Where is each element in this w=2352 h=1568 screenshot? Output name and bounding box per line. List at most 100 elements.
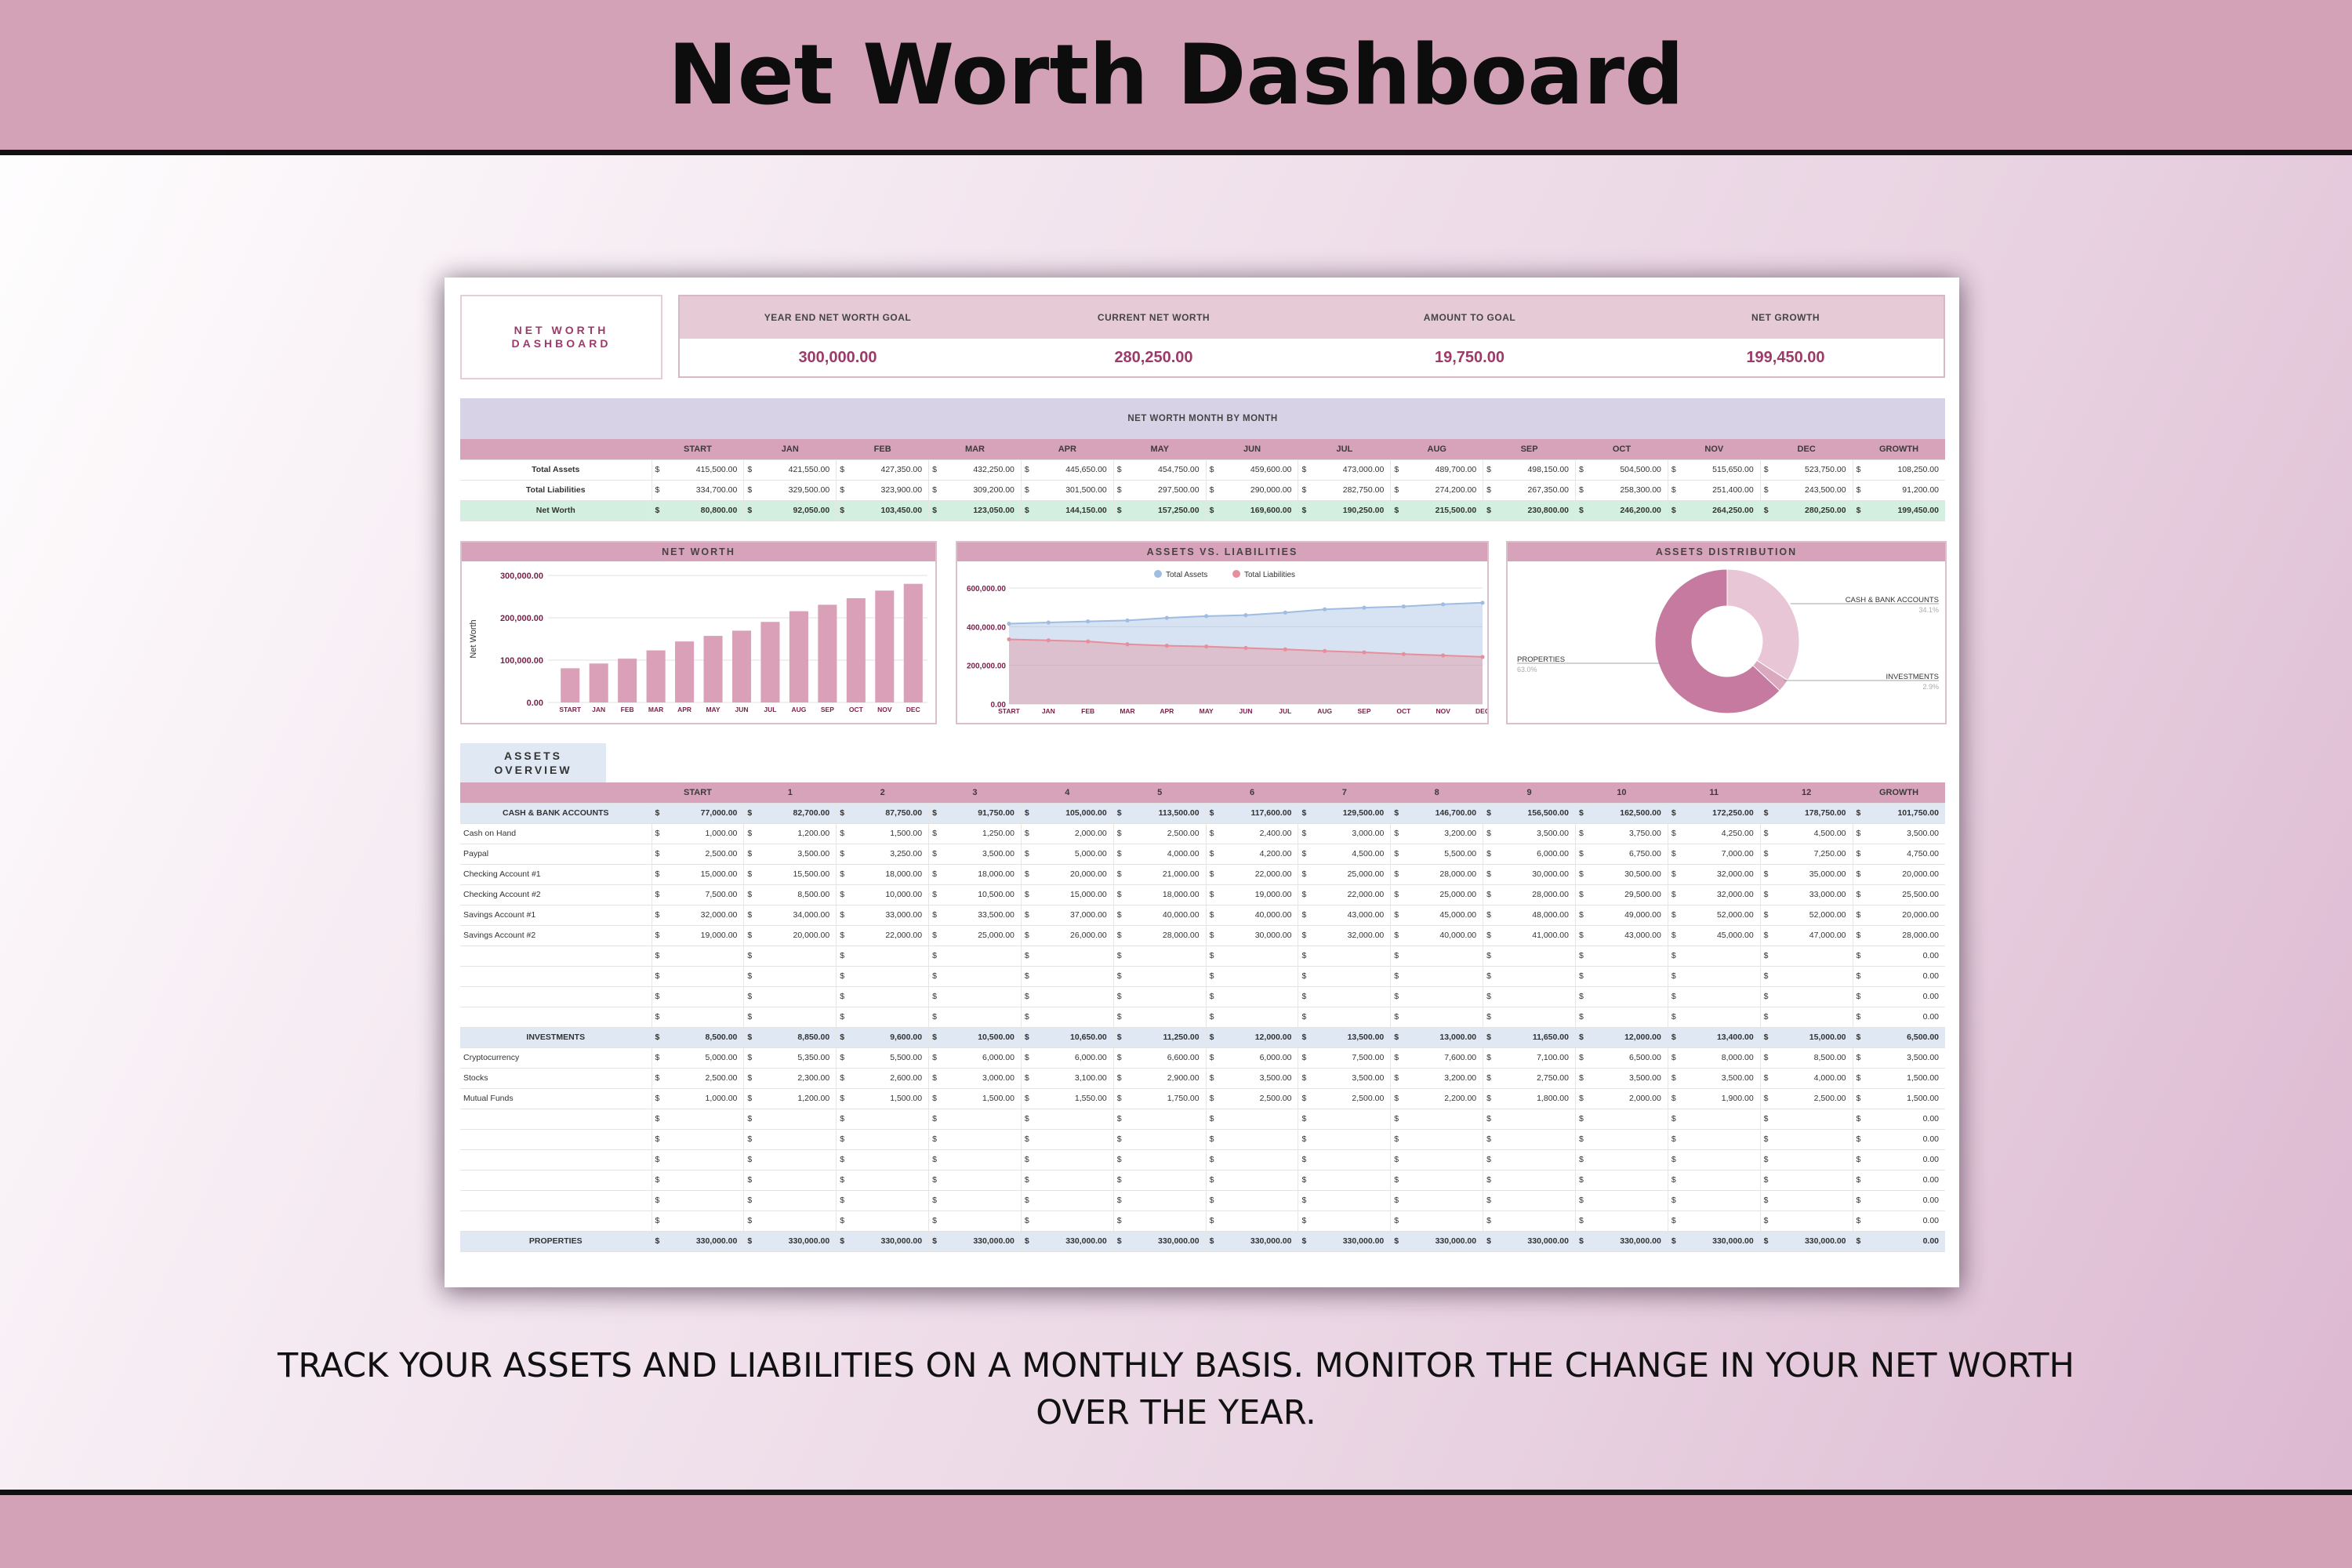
value-cell[interactable]: 0.00 [1867,1190,1945,1211]
value-cell[interactable] [1774,1190,1853,1211]
value-cell[interactable]: 309,200.00 [942,480,1022,501]
value-cell[interactable]: 1,500.00 [850,1088,929,1109]
value-cell[interactable] [942,1190,1022,1211]
value-cell[interactable]: 1,500.00 [942,1088,1022,1109]
value-cell[interactable]: 2,000.00 [1035,823,1114,844]
value-cell[interactable]: 4,200.00 [1220,844,1298,865]
value-cell[interactable]: 8,500.00 [757,884,837,906]
value-cell[interactable]: 1,500.00 [1867,1068,1945,1089]
value-cell[interactable]: 3,500.00 [757,844,837,865]
value-cell[interactable] [1127,1210,1207,1232]
value-cell[interactable] [1404,1170,1483,1191]
value-cell[interactable]: 15,000.00 [1035,884,1114,906]
value-cell[interactable] [850,986,929,1007]
value-cell[interactable]: 108,250.00 [1867,459,1945,481]
value-cell[interactable]: 41,000.00 [1497,925,1576,946]
value-cell[interactable]: 230,800.00 [1497,500,1576,521]
value-cell[interactable]: 22,000.00 [1220,864,1298,885]
value-cell[interactable] [1589,1190,1668,1211]
value-cell[interactable]: 4,250.00 [1682,823,1761,844]
value-cell[interactable] [1497,1129,1576,1150]
value-cell[interactable] [757,1129,837,1150]
value-cell[interactable] [1035,986,1114,1007]
value-cell[interactable] [1127,966,1207,987]
value-cell[interactable]: 6,000.00 [1220,1047,1298,1069]
value-cell[interactable] [942,1149,1022,1171]
value-cell[interactable] [1589,966,1668,987]
value-cell[interactable]: 1,900.00 [1682,1088,1761,1109]
value-cell[interactable]: 15,000.00 [1774,1027,1853,1048]
value-cell[interactable] [1127,1129,1207,1150]
value-cell[interactable]: 8,500.00 [666,1027,744,1048]
value-cell[interactable] [1404,1007,1483,1028]
value-cell[interactable]: 19,000.00 [1220,884,1298,906]
value-cell[interactable] [757,1210,837,1232]
value-cell[interactable]: 199,450.00 [1867,500,1945,521]
value-cell[interactable] [942,1109,1022,1130]
value-cell[interactable] [1682,1129,1761,1150]
value-cell[interactable] [1312,1170,1391,1191]
value-cell[interactable]: 282,750.00 [1312,480,1391,501]
value-cell[interactable] [1404,1210,1483,1232]
value-cell[interactable]: 246,200.00 [1589,500,1668,521]
value-cell[interactable]: 30,000.00 [1220,925,1298,946]
value-cell[interactable]: 33,000.00 [1774,884,1853,906]
value-cell[interactable]: 103,450.00 [850,500,929,521]
value-cell[interactable]: 190,250.00 [1312,500,1391,521]
value-cell[interactable] [757,1007,837,1028]
value-cell[interactable]: 25,000.00 [942,925,1022,946]
value-cell[interactable]: 445,650.00 [1035,459,1114,481]
value-cell[interactable]: 13,500.00 [1312,1027,1391,1048]
value-cell[interactable] [1127,1109,1207,1130]
value-cell[interactable]: 20,000.00 [757,925,837,946]
value-cell[interactable]: 6,000.00 [1497,844,1576,865]
value-cell[interactable]: 3,500.00 [1867,1047,1945,1069]
value-cell[interactable] [757,966,837,987]
value-cell[interactable]: 123,050.00 [942,500,1022,521]
value-cell[interactable]: 49,000.00 [1589,905,1668,926]
value-cell[interactable]: 454,750.00 [1127,459,1207,481]
kpi-value-to-goal[interactable]: 19,750.00 [1435,348,1504,366]
value-cell[interactable]: 2,500.00 [666,1068,744,1089]
value-cell[interactable] [1589,1170,1668,1191]
value-cell[interactable]: 45,000.00 [1404,905,1483,926]
value-cell[interactable] [1220,1109,1298,1130]
value-cell[interactable]: 427,350.00 [850,459,929,481]
value-cell[interactable] [757,1190,837,1211]
value-cell[interactable]: 8,000.00 [1682,1047,1761,1069]
value-cell[interactable]: 20,000.00 [1035,864,1114,885]
value-cell[interactable]: 6,750.00 [1589,844,1668,865]
value-cell[interactable]: 92,050.00 [757,500,837,521]
value-cell[interactable]: 6,000.00 [942,1047,1022,1069]
value-cell[interactable] [1035,1190,1114,1211]
value-cell[interactable] [1497,1190,1576,1211]
value-cell[interactable] [666,1149,744,1171]
value-cell[interactable] [1035,1007,1114,1028]
value-cell[interactable] [1497,1109,1576,1130]
value-cell[interactable]: 330,000.00 [1220,1231,1298,1252]
value-cell[interactable]: 52,000.00 [1682,905,1761,926]
value-cell[interactable]: 18,000.00 [1127,884,1207,906]
value-cell[interactable]: 3,500.00 [1589,1068,1668,1089]
value-cell[interactable] [1312,1210,1391,1232]
value-cell[interactable] [942,1007,1022,1028]
value-cell[interactable] [1220,1129,1298,1150]
value-cell[interactable]: 6,500.00 [1589,1047,1668,1069]
value-cell[interactable]: 18,000.00 [850,864,929,885]
value-cell[interactable]: 28,000.00 [1404,864,1483,885]
value-cell[interactable] [1404,986,1483,1007]
value-cell[interactable] [942,966,1022,987]
value-cell[interactable] [1220,1149,1298,1171]
value-cell[interactable]: 330,000.00 [666,1231,744,1252]
value-cell[interactable]: 11,250.00 [1127,1027,1207,1048]
value-cell[interactable]: 4,500.00 [1312,844,1391,865]
value-cell[interactable]: 523,750.00 [1774,459,1853,481]
value-cell[interactable] [1497,946,1576,967]
value-cell[interactable]: 498,150.00 [1497,459,1576,481]
value-cell[interactable]: 3,500.00 [1312,1068,1391,1089]
value-cell[interactable]: 21,000.00 [1127,864,1207,885]
value-cell[interactable] [942,1210,1022,1232]
value-cell[interactable]: 3,200.00 [1404,1068,1483,1089]
value-cell[interactable] [1774,1170,1853,1191]
value-cell[interactable]: 10,500.00 [942,884,1022,906]
